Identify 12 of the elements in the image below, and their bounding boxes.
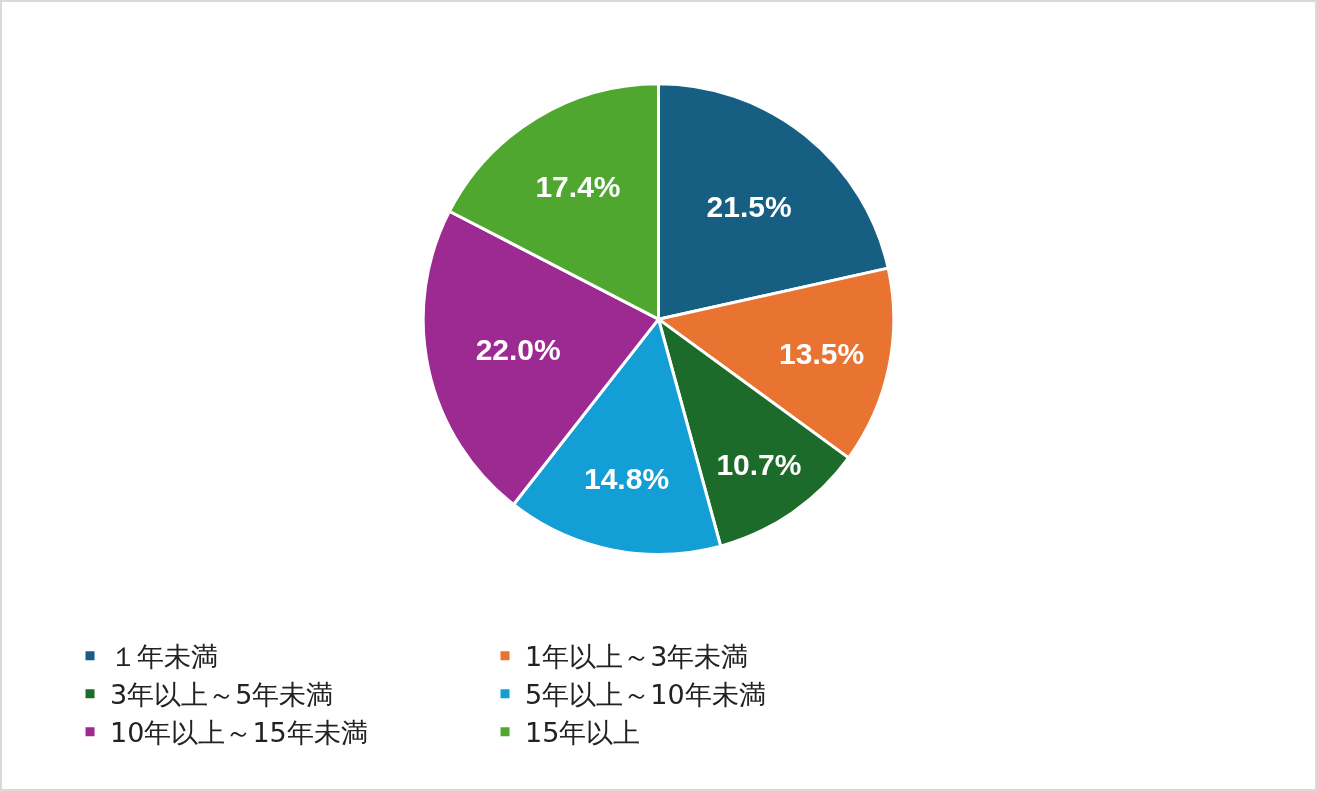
data-label: 22.0% [475,333,561,367]
data-label: 13.5% [779,336,865,370]
legend-label: 3年以上～5年未満 [110,679,334,711]
data-label: 10.7% [716,448,802,482]
legend-label: 5年以上～10年未満 [525,679,766,711]
data-label: 17.4% [535,170,621,204]
data-label: 21.5% [706,189,792,223]
legend-label: 10年以上～15年未満 [110,717,368,749]
legend-label: 1年以上～3年未満 [525,641,749,673]
legend-label: 15年以上 [525,717,641,749]
data-label: 14.8% [583,461,670,495]
legend-label: １年未満 [110,641,219,673]
